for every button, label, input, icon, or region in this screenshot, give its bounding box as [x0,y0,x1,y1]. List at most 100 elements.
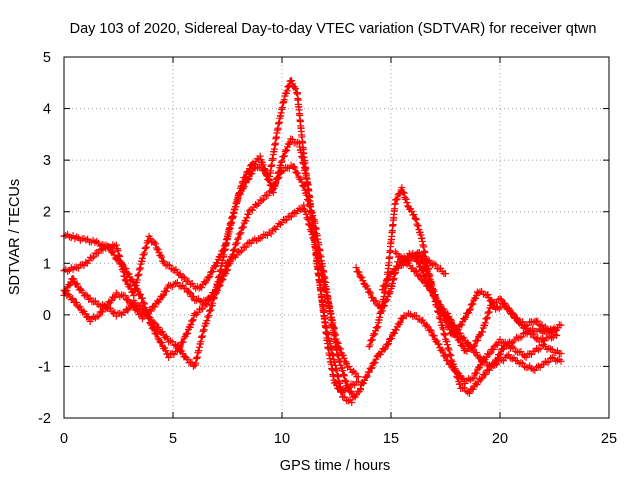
data-point [200,326,208,334]
x-tick-label: 25 [601,431,617,447]
data-point [181,274,189,282]
data-point [444,315,452,323]
data-point [431,292,439,300]
y-tick-label: 1 [43,256,51,272]
data-point [481,319,489,327]
data-point [442,270,449,278]
data-point [477,376,485,384]
data-point [274,174,282,182]
data-point [305,197,313,205]
data-point [82,258,90,266]
data-point [194,309,202,317]
data-point [111,308,119,316]
data-point [427,286,435,294]
y-tick-label: -2 [38,411,51,427]
data-point [485,350,493,358]
data-points [60,77,565,407]
data-point [423,321,431,329]
x-axis-label: GPS time / hours [280,458,390,474]
data-point [252,200,260,208]
data-point [368,336,376,344]
data-point [82,291,90,299]
data-point [358,273,366,281]
data-point [239,223,247,231]
data-point [365,368,373,376]
data-point [206,307,214,315]
y-tick-label: -1 [38,359,51,375]
data-point [288,77,296,85]
data-point [72,298,80,306]
data-point [466,305,474,313]
data-point [472,294,480,302]
data-point [159,257,167,265]
data-point [204,313,212,321]
x-tick-label: 15 [383,431,399,447]
data-point [424,272,432,280]
data-point [236,190,244,198]
data-point [496,351,504,359]
data-point [283,216,291,224]
data-point [80,234,88,242]
data-point [448,321,456,329]
data-point [335,356,343,364]
data-point [290,163,298,171]
data-point [234,248,242,256]
data-point [138,294,146,302]
data-point [469,385,477,393]
data-point [384,341,392,349]
data-point [384,276,392,284]
data-point [351,369,359,377]
data-point [129,278,137,286]
data-point [501,300,509,308]
data-point [356,385,364,393]
data-point [300,182,308,190]
data-point [482,370,490,378]
data-point [557,321,565,329]
data-point [494,341,502,349]
data-point [505,304,513,312]
data-point [485,308,493,316]
data-point [418,251,426,259]
data-point [184,329,192,337]
data-point [124,306,132,314]
data-point [99,308,107,316]
grid [64,57,609,418]
data-point [236,230,244,238]
data-point [141,245,149,253]
data-point [473,369,481,377]
data-point [348,368,356,376]
data-point [215,280,223,288]
data-point [205,274,213,282]
data-point [399,188,407,196]
data-point [140,300,148,308]
series-satellite-arc-i [391,248,565,355]
data-point [348,399,356,407]
data-point [308,227,316,235]
data-point [371,359,379,367]
data-point [140,249,148,257]
data-point [477,361,485,369]
y-tick-label: 4 [43,102,51,118]
data-point [465,389,473,397]
data-point [342,358,350,366]
data-point [344,397,352,405]
data-point [147,320,155,328]
data-point [69,294,77,302]
data-point [304,196,312,204]
data-point [372,297,380,305]
data-point [445,317,453,325]
data-point [158,253,166,261]
data-point [512,314,520,322]
data-point [367,364,375,372]
data-point [451,365,459,373]
data-point [238,224,246,232]
data-point [269,226,277,234]
data-point [180,334,188,342]
data-point [335,344,343,352]
y-tick-label: 3 [43,153,51,169]
data-point [122,265,130,273]
data-point [484,291,492,299]
data-point [244,210,252,218]
data-point [238,247,246,255]
